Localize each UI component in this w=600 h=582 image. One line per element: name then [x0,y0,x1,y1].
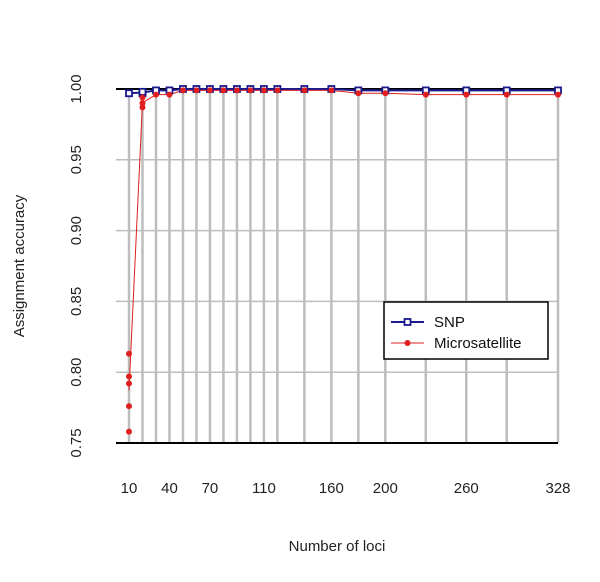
microsatellite-point [355,90,362,97]
snp-point [138,87,147,96]
microsatellite-point [126,373,132,380]
microsatellite-point [126,380,132,387]
microsatellite-point [179,87,186,94]
microsatellite-point [126,428,132,435]
legend-box [383,301,549,360]
data-points [125,85,562,435]
x-tick-label: 10 [121,480,138,497]
y-axis-ticks: 0.75 0.80 0.85 0.90 0.95 1.00 [68,74,85,457]
x-tick-label: 260 [454,480,479,497]
x-tick-label: 70 [202,480,219,497]
x-tick-label: 160 [319,480,344,497]
microsatellite-point [382,90,389,97]
x-axis-title: Number of loci [289,538,386,555]
microsatellite-point [126,403,132,410]
microsatellite-point [139,104,146,111]
microsatellite-point [220,87,227,94]
snp-point [125,89,133,98]
microsatellite-point [233,87,240,94]
microsatellite-point [193,87,200,94]
y-tick-label: 0.95 [68,145,85,174]
microsatellite-point [301,87,308,94]
microsatellite-point [555,91,561,98]
microsatellite-point [166,91,173,98]
y-tick-label: 0.80 [68,358,85,387]
microsatellite-point [126,350,132,357]
microsatellite-point [247,87,254,94]
legend-snp-marker [403,318,412,326]
microsatellite-point [422,91,429,98]
microsatellite-point [328,87,335,94]
y-tick-label: 0.85 [68,287,85,316]
microsatellite-point [139,100,146,107]
x-tick-label: 40 [161,480,178,497]
legend-microsatellite-marker [404,340,411,346]
microsatellite-point [503,91,510,98]
microsatellite-point [139,94,146,101]
y-tick-label: 0.75 [68,428,85,457]
microsatellite-point [206,87,213,94]
microsatellite-point [152,91,159,98]
x-tick-label: 328 [545,480,570,497]
y-axis-title: Assignment accuracy [11,194,28,337]
microsatellite-point [274,87,281,94]
x-axis-ticks: 10 40 70 110 160 200 260 328 [121,480,571,497]
x-tick-label: 200 [373,480,398,497]
microsatellite-point [260,87,267,94]
legend-snp-label: SNP [434,314,465,331]
legend: SNP Microsatellite [383,301,549,360]
y-tick-label: 0.90 [68,216,85,245]
grid [116,88,560,444]
legend-microsatellite-label: Microsatellite [434,335,522,352]
y-tick-label: 1.00 [68,74,85,103]
microsatellite-point [463,91,470,98]
x-tick-label: 110 [252,480,276,497]
